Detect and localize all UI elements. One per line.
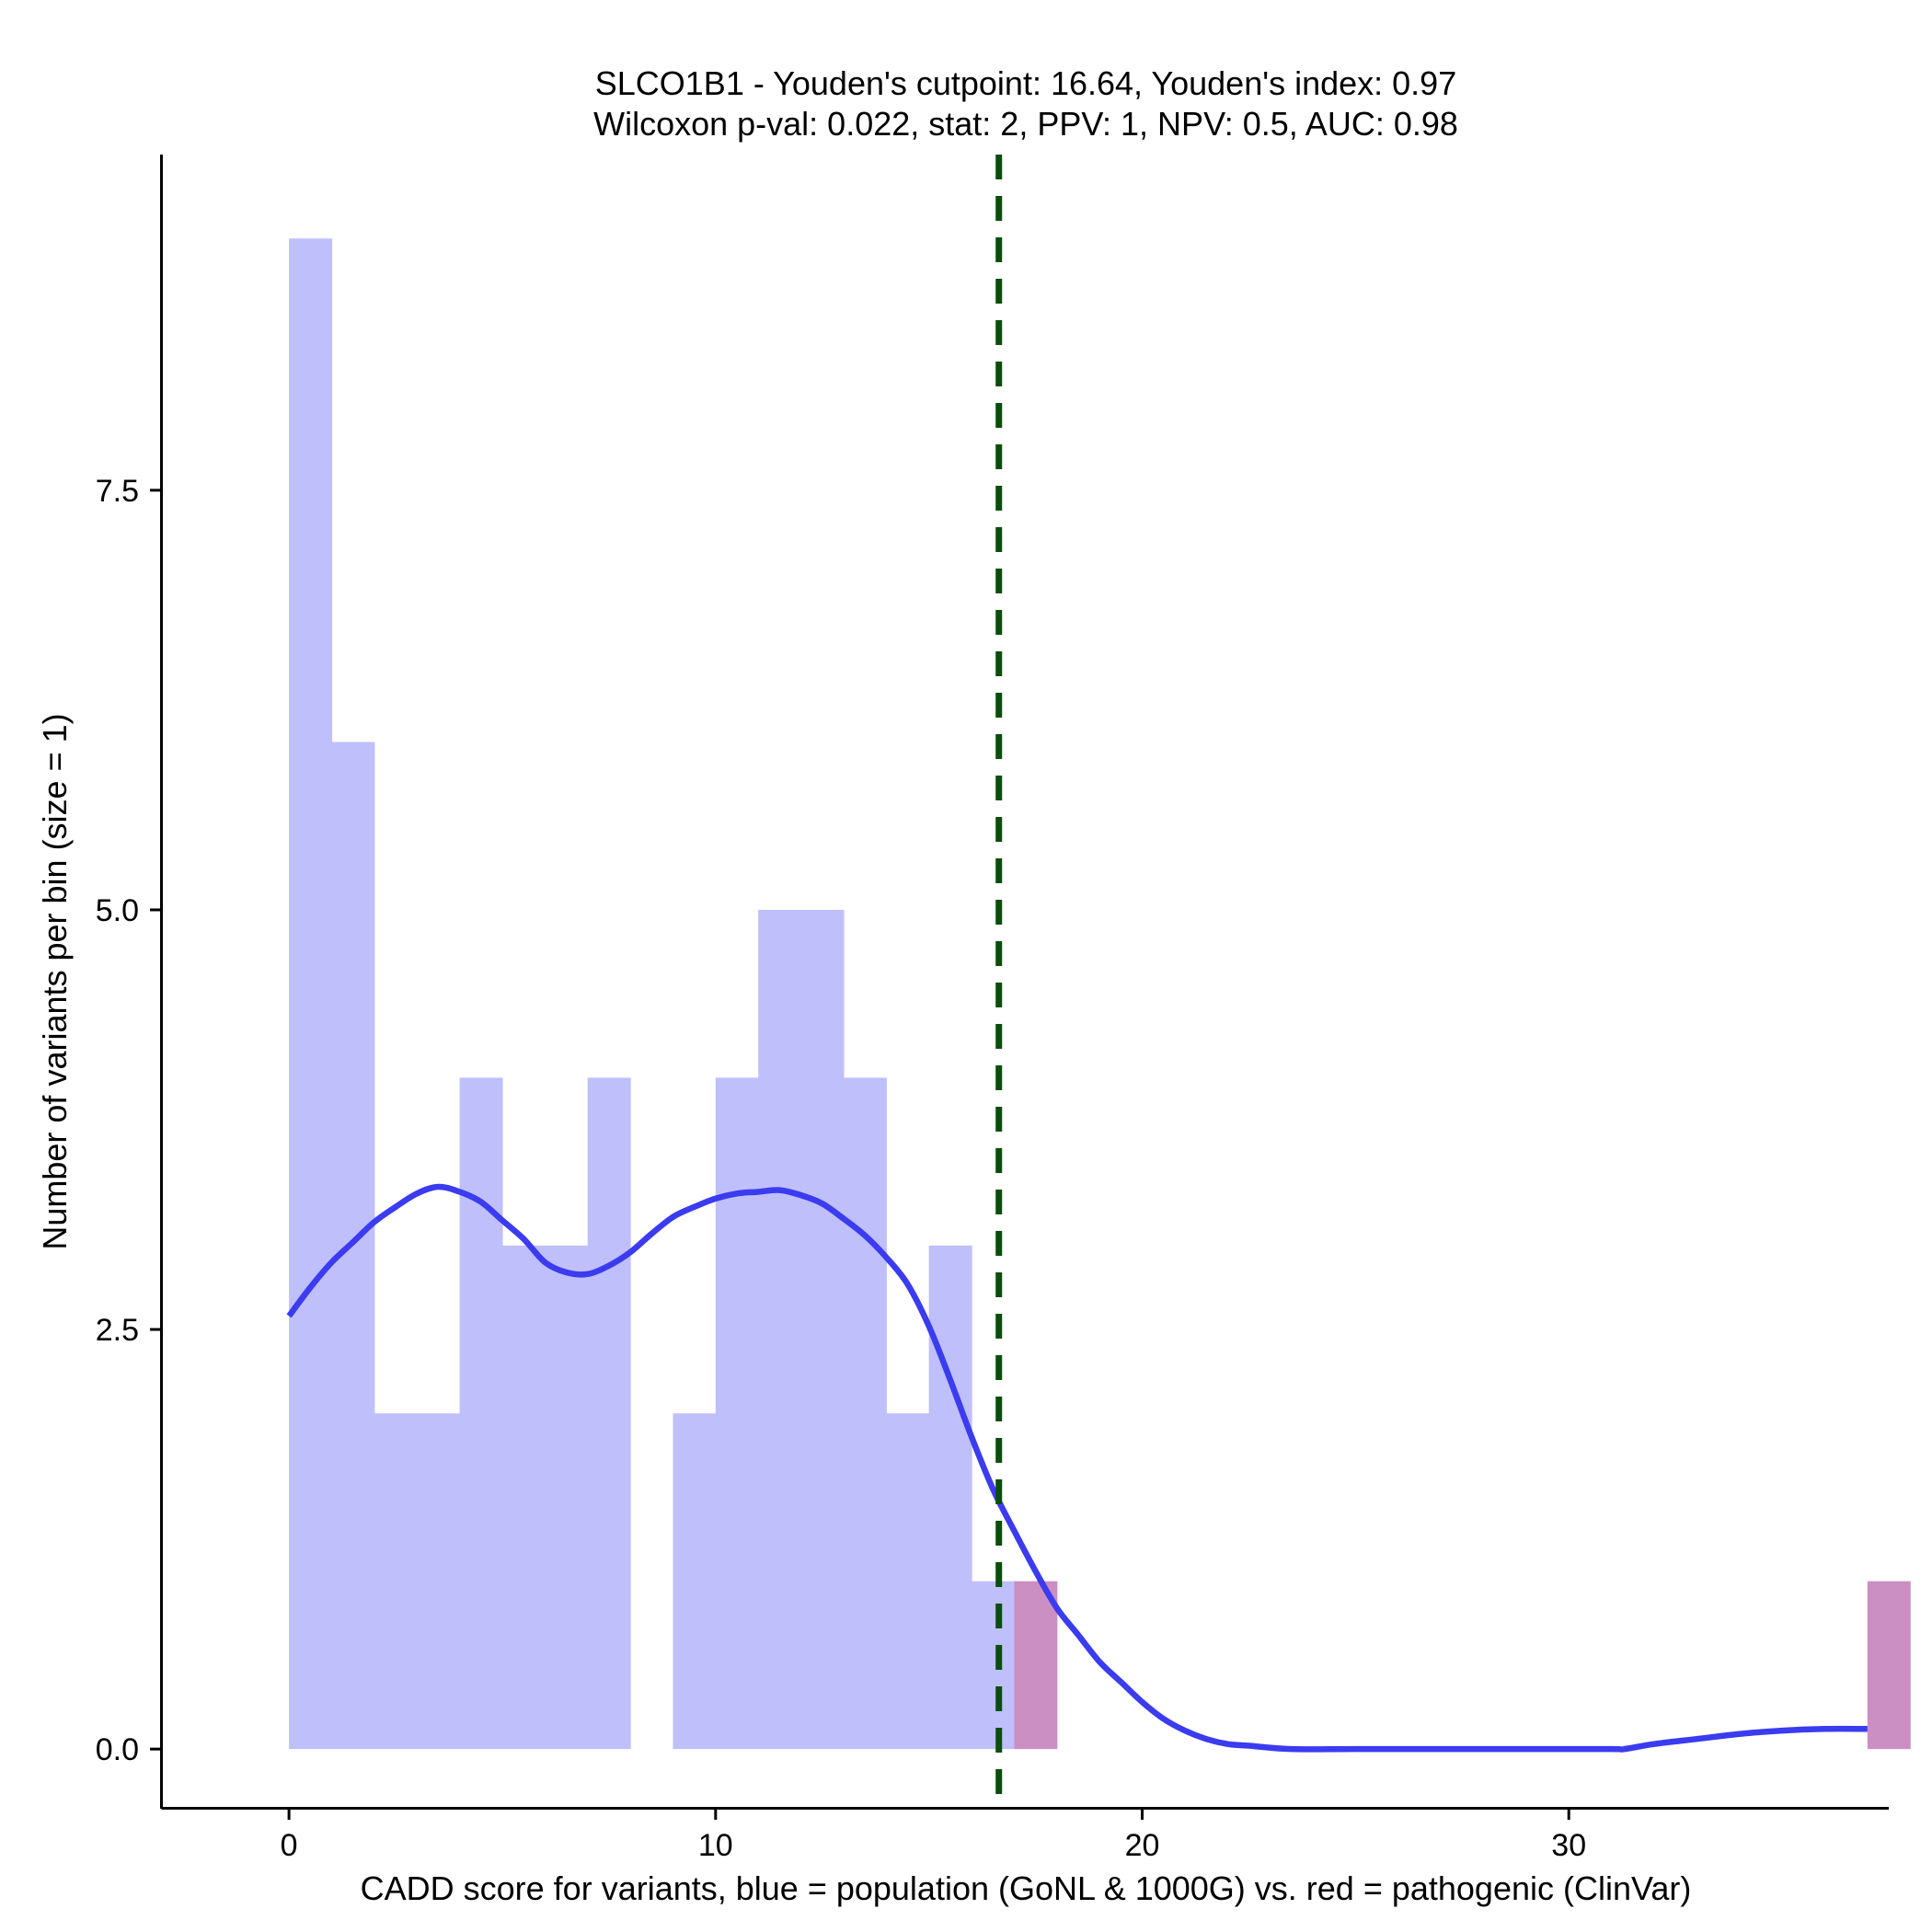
bar-series-0-bin-12 bbox=[843, 1077, 887, 1750]
y-tick-label: 5.0 bbox=[96, 893, 139, 928]
x-axis-ticks: 0 10 20 30 bbox=[281, 1809, 1586, 1863]
bar-series-0-bin-8 bbox=[673, 1413, 717, 1750]
bar-series-1-bin-0 bbox=[1014, 1581, 1058, 1750]
bar-series-0-bin-2 bbox=[374, 1413, 418, 1750]
x-tick-label: 10 bbox=[698, 1828, 733, 1863]
bar-series-0-bin-6 bbox=[545, 1245, 589, 1750]
histogram-bars bbox=[289, 238, 1911, 1750]
chart-title-line-2: Wilcoxon p-val: 0.022, stat: 2, PPV: 1, … bbox=[593, 105, 1458, 143]
bar-series-0-bin-4 bbox=[459, 1077, 503, 1750]
y-axis-label: Number of variants per bin (size = 1) bbox=[36, 713, 74, 1249]
bar-series-0-bin-14 bbox=[928, 1245, 972, 1750]
density-curve-layer bbox=[286, 1183, 1868, 1753]
bar-series-0-bin-7 bbox=[587, 1077, 631, 1750]
bar-series-0-bin-15 bbox=[972, 1581, 1016, 1750]
density-curve bbox=[286, 1183, 1868, 1753]
bar-series-0-bin-0 bbox=[289, 238, 333, 1750]
y-tick-label: 0.0 bbox=[96, 1732, 139, 1767]
x-tick-label: 0 bbox=[281, 1828, 298, 1863]
x-tick-label: 30 bbox=[1551, 1828, 1586, 1863]
y-tick-label: 2.5 bbox=[96, 1313, 139, 1348]
bar-series-0-bin-13 bbox=[886, 1413, 930, 1750]
bar-series-0-bin-10 bbox=[758, 909, 802, 1750]
y-tick-label: 7.5 bbox=[96, 474, 139, 509]
bar-series-0-bin-3 bbox=[417, 1413, 461, 1750]
x-axis-label: CADD score for variants, blue = populati… bbox=[361, 1869, 1692, 1907]
x-tick-label: 20 bbox=[1125, 1828, 1160, 1863]
bar-series-1-bin-1 bbox=[1867, 1581, 1911, 1750]
chart-title-line-1: SLCO1B1 - Youden's cutpoint: 16.64, Youd… bbox=[595, 64, 1456, 102]
y-axis-ticks: 0.0 2.5 5.0 7.5 bbox=[96, 474, 161, 1767]
bar-series-0-bin-5 bbox=[501, 1245, 546, 1750]
bar-series-0-bin-9 bbox=[715, 1077, 759, 1750]
bar-series-0-bin-11 bbox=[800, 909, 845, 1750]
